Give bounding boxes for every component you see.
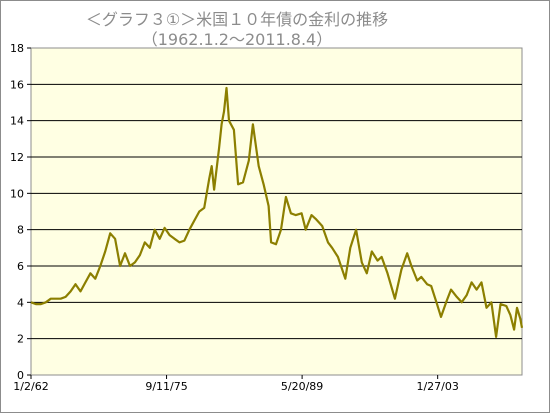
y-tick-label: 6 [17, 260, 24, 273]
series-line [30, 86, 524, 338]
y-tick-label: 10 [10, 187, 24, 200]
y-tick-label: 4 [17, 296, 24, 309]
plot-area [30, 47, 523, 376]
gridlines [31, 83, 522, 340]
y-axis-ticks: 0 2 4 6 8 10 12 14 16 18 [10, 42, 31, 382]
x-axis-ticks: 1/2/62 9/11/75 5/20/89 1/27/03 [13, 375, 459, 393]
x-tick-label: 5/20/89 [281, 380, 323, 393]
y-tick-label: 12 [10, 151, 24, 164]
y-tick-label: 16 [10, 78, 24, 91]
chart-title: ＜グラフ３①＞米国１０年債の金利の推移 [86, 10, 388, 29]
x-tick-label: 1/27/03 [416, 380, 458, 393]
chart-subtitle: （1962.1.2～2011.8.4） [142, 30, 333, 49]
y-tick-label: 18 [10, 42, 24, 55]
series-group [30, 86, 524, 338]
y-tick-label: 0 [17, 369, 24, 382]
y-tick-label: 2 [17, 333, 24, 346]
y-tick-label: 14 [10, 115, 24, 128]
y-tick-label: 8 [17, 224, 24, 237]
x-tick-label: 9/11/75 [145, 380, 187, 393]
x-tick-label: 1/2/62 [13, 380, 48, 393]
